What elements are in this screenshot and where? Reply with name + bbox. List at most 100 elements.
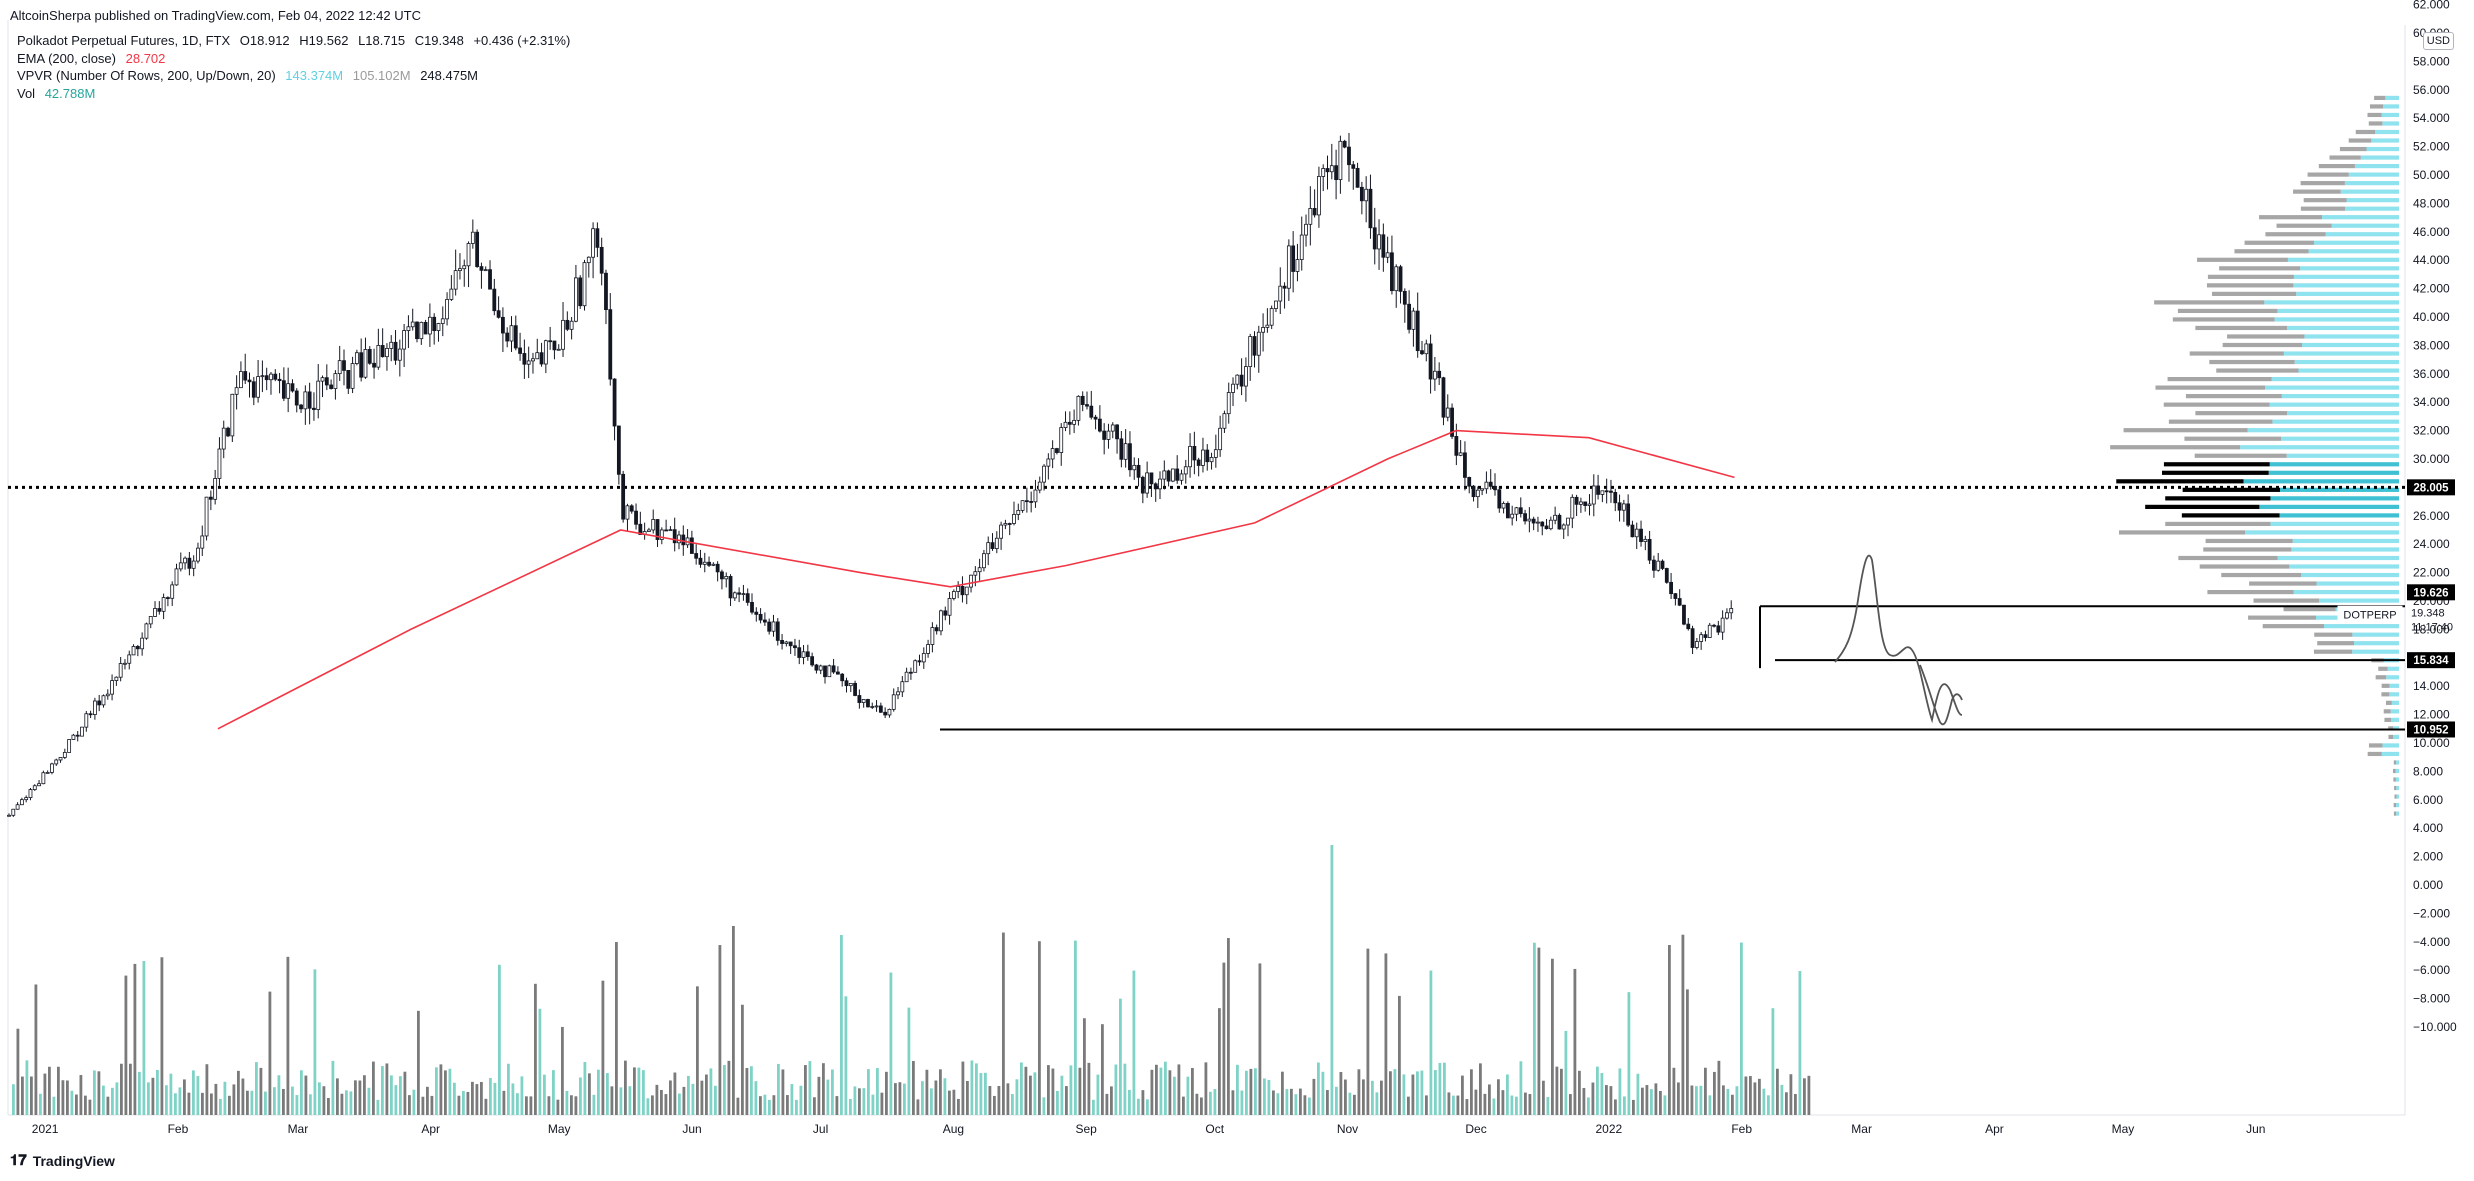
candle-down xyxy=(1372,227,1377,250)
volume-bar-down xyxy=(444,1070,447,1115)
candle-down xyxy=(689,537,694,554)
candle-down xyxy=(1196,459,1201,466)
candle-up xyxy=(123,662,127,665)
vpvr-up-bar xyxy=(2371,138,2399,143)
price-tick-label: 12.000 xyxy=(2413,708,2450,722)
candle-up xyxy=(303,391,308,410)
price-tick-label: 42.000 xyxy=(2413,282,2450,296)
currency-button[interactable]: USD xyxy=(2422,32,2454,50)
time-tick-label: Jul xyxy=(813,1122,828,1136)
legend-vol[interactable]: Vol 42.788M xyxy=(17,85,570,103)
volume-bar-down xyxy=(804,1065,807,1115)
last-price-label[interactable]: 19.348 xyxy=(2411,607,2445,619)
candle-down xyxy=(1381,234,1386,258)
volume-bar-down xyxy=(1353,1094,1356,1115)
vpvr-down-bar xyxy=(2318,163,2355,169)
vpvr-up-bar xyxy=(2381,112,2399,118)
volume-bar-up xyxy=(1533,942,1536,1115)
volume-bar-down xyxy=(421,1096,425,1115)
candle-down xyxy=(990,542,995,549)
volume-bar-up xyxy=(637,1067,641,1115)
volume-bar-down xyxy=(961,1061,965,1115)
volume-bar-down xyxy=(673,1072,677,1115)
ema-line[interactable] xyxy=(217,429,1735,730)
time-tick-label: Sep xyxy=(1076,1122,1098,1136)
vpvr-up-bar xyxy=(2375,129,2399,135)
price-tag-19[interactable]: 19.626 xyxy=(2413,587,2448,599)
vpvr-up-bar xyxy=(2243,479,2399,484)
price-tag-10[interactable]: 10.952 xyxy=(2413,724,2448,736)
legend-main[interactable]: Polkadot Perpetual Futures, 1D, FTX O18.… xyxy=(17,32,570,50)
volume-bar-up xyxy=(1074,940,1077,1115)
volume-bar-down xyxy=(133,963,137,1115)
candle-up xyxy=(37,783,41,787)
projection-path-1[interactable] xyxy=(1834,554,1963,724)
candle-up xyxy=(466,243,471,267)
candle-down xyxy=(157,608,162,612)
candle-up xyxy=(625,505,630,520)
volume-bar-up xyxy=(1015,1079,1019,1115)
candle-down xyxy=(1454,436,1459,456)
volume-bar-down xyxy=(988,1086,992,1115)
volume-bar-up xyxy=(70,1090,74,1115)
volume-bar-up xyxy=(1438,1062,1442,1115)
legend-vpvr[interactable]: VPVR (Number Of Rows, 200, Up/Down, 20) … xyxy=(17,67,570,85)
candle-up xyxy=(1188,445,1192,468)
volume-bar-down xyxy=(232,1084,236,1115)
volume-bar-up xyxy=(592,1094,596,1115)
symbol-tag[interactable]: DOTPERP xyxy=(2343,609,2396,621)
vpvr-up-bar xyxy=(2289,564,2399,569)
candle-up xyxy=(1566,517,1570,526)
volume-bar-down xyxy=(75,1094,78,1115)
vpvr-up-bar xyxy=(2283,351,2399,356)
candle-up xyxy=(84,713,89,728)
projection-path-2[interactable] xyxy=(1919,664,1963,726)
time-tick-label: Mar xyxy=(1851,1122,1872,1136)
volume-bar-up xyxy=(871,1094,875,1115)
volume-bar-down xyxy=(1083,1018,1086,1115)
volume-bar-down xyxy=(570,1095,573,1115)
vpvr-up-bar xyxy=(2293,589,2399,595)
volume-bar-down xyxy=(610,1086,614,1115)
vpvr-up-bar xyxy=(2390,717,2399,722)
volume-bar-up xyxy=(1132,970,1136,1115)
candle-up xyxy=(1329,165,1334,173)
candle-down xyxy=(1493,485,1497,491)
candle-down xyxy=(290,383,295,392)
candle-down xyxy=(878,705,883,713)
volume-bar-up xyxy=(597,1069,600,1115)
volume-bar-up xyxy=(1375,1092,1379,1115)
vpvr-down-bar xyxy=(2195,411,2288,416)
candle-down xyxy=(1703,634,1708,638)
candle-down xyxy=(788,641,793,647)
volume-bar-up xyxy=(1627,992,1631,1115)
tradingview-brand[interactable]: 𝟏𝟕 TradingView xyxy=(10,1152,115,1169)
volume-bar-down xyxy=(1357,1069,1361,1115)
candle-up xyxy=(1510,513,1515,519)
candle-down xyxy=(1055,448,1059,453)
vpvr-down-bar xyxy=(2195,325,2287,331)
volume-bar-up xyxy=(984,1072,987,1115)
volume-bar-down xyxy=(1447,1092,1451,1115)
candle-down xyxy=(1686,623,1691,630)
vpvr-up-bar xyxy=(2265,385,2399,390)
vpvr-up-bar xyxy=(2389,683,2399,688)
candle-up xyxy=(105,693,110,697)
volume-bar-up xyxy=(1321,1071,1325,1115)
volume-bar-up xyxy=(1452,1095,1455,1115)
vpvr-down-bar xyxy=(2203,547,2292,552)
candle-up xyxy=(402,330,407,350)
vpvr-down-bar xyxy=(2303,198,2347,203)
candle-down xyxy=(1149,472,1154,485)
candle-down xyxy=(1347,146,1351,166)
price-tag-15[interactable]: 15.834 xyxy=(2413,655,2449,667)
time-tick-label: 2022 xyxy=(1596,1122,1623,1136)
price-tag-28[interactable]: 28.005 xyxy=(2413,482,2449,494)
candle-down xyxy=(1239,374,1244,387)
volume-bar-up xyxy=(196,1076,200,1115)
legend-ema[interactable]: EMA (200, close) 28.702 xyxy=(17,50,570,68)
vpvr-down-bar xyxy=(2162,470,2269,475)
volume-bar-down xyxy=(655,1084,659,1115)
